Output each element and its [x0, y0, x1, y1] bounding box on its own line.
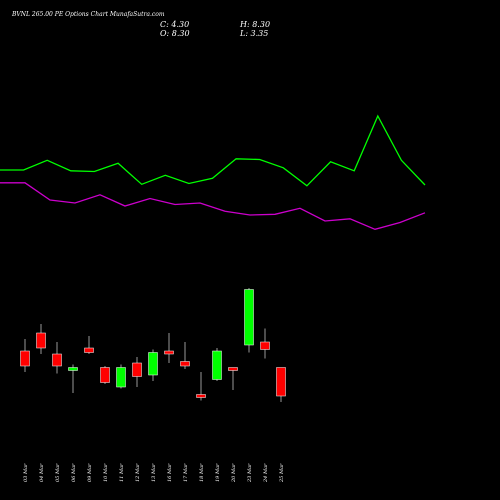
- x-tick-label: 23 Mar: [247, 463, 253, 483]
- bear-candle-body: [84, 347, 94, 353]
- bear-candle-body: [20, 350, 30, 367]
- candle-16-mar: [164, 333, 174, 363]
- candle-25-mar: [276, 367, 286, 402]
- x-tick-label: 19 Mar: [215, 463, 221, 482]
- candle-20-mar: [228, 367, 238, 390]
- x-tick-label: 18 Mar: [199, 463, 205, 482]
- x-tick-label: 25 Mar: [279, 463, 285, 483]
- bear-candle-body: [164, 350, 174, 355]
- bull-candle-body: [148, 352, 158, 376]
- bear-candle-body: [180, 361, 190, 367]
- candle-13-mar: [148, 349, 158, 381]
- candle-05-mar: [52, 342, 62, 374]
- x-tick-label: 20 Mar: [231, 463, 237, 483]
- bear-candle-body: [132, 362, 142, 377]
- x-tick-label: 06 Mar: [71, 463, 77, 482]
- x-tick-label: 16 Mar: [167, 463, 173, 482]
- x-tick-label: 03 Mar: [23, 463, 29, 482]
- x-tick-label: 05 Mar: [55, 463, 61, 482]
- x-tick-label: 24 Mar: [263, 463, 269, 483]
- candle-06-mar: [68, 364, 78, 393]
- x-tick-label: 09 Mar: [87, 463, 93, 482]
- x-tick-label: 11 Mar: [119, 463, 125, 482]
- candle-18-mar: [196, 372, 206, 401]
- candle-04-mar: [36, 324, 46, 354]
- candle-19-mar: [212, 348, 222, 381]
- chart-title: BVNL 265.00 PE Options Chart MunafaSutra…: [11, 11, 165, 18]
- bear-candle-body: [36, 332, 46, 349]
- candle-10-mar: [100, 366, 110, 384]
- candle-12-mar: [132, 357, 142, 387]
- candle-09-mar: [84, 336, 94, 354]
- candle-23-mar: [244, 288, 254, 353]
- x-tick-label: 04 Mar: [39, 463, 45, 482]
- bull-candle-body: [116, 367, 126, 388]
- x-tick-label: 13 Mar: [151, 463, 157, 482]
- bull-candle-body: [68, 367, 78, 371]
- x-tick-label: 17 Mar: [183, 463, 189, 482]
- bear-candle-body: [100, 367, 110, 383]
- lower-magenta-line: [0, 182, 426, 230]
- low-value: L: 3.35: [239, 29, 268, 38]
- bear-candle-body: [196, 394, 206, 398]
- candle-17-mar: [180, 342, 190, 369]
- close-value: C: 4.30: [160, 20, 189, 29]
- bull-candle-body: [212, 350, 222, 380]
- high-value: H: 8.30: [239, 20, 270, 29]
- bear-candle-body: [260, 341, 270, 350]
- x-tick-label: 12 Mar: [135, 463, 141, 482]
- upper-green-line: [0, 114, 426, 187]
- overlay-lines: [0, 114, 426, 230]
- bear-candle-body: [52, 353, 62, 367]
- bear-candle-body: [276, 367, 286, 397]
- bull-candle-body: [244, 289, 254, 346]
- candle-03-mar: [20, 339, 30, 372]
- candle-24-mar: [260, 328, 270, 359]
- x-axis-ticks: 03 Mar 04 Mar 05 Mar 06 Mar 09 Mar 10 Mar 11 M…: [23, 463, 285, 483]
- candle-11-mar: [116, 364, 126, 389]
- candles: [20, 288, 286, 402]
- bear-candle-body: [228, 367, 238, 371]
- open-value: O: 8.30: [160, 29, 190, 38]
- x-tick-label: 10 Mar: [103, 463, 109, 482]
